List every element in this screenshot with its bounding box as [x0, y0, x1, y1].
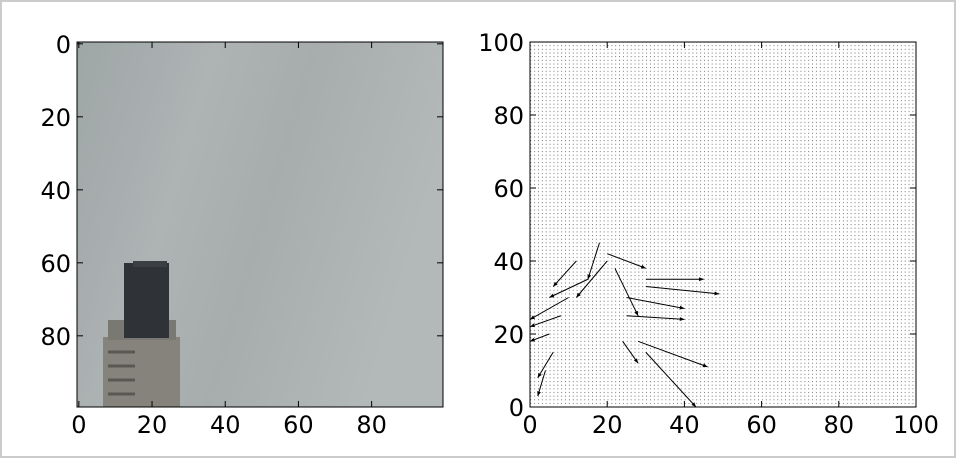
x-tick-label: 100: [893, 411, 939, 439]
arrow-head: [633, 358, 639, 364]
arrow: [614, 268, 639, 316]
arrow: [537, 351, 554, 379]
y-tick-label: 40: [40, 177, 71, 205]
arrow-shaft: [549, 278, 589, 298]
quiver-grid: [530, 42, 916, 407]
x-tick-label: 80: [356, 411, 387, 439]
arrow: [626, 315, 685, 322]
y-tick-label: 100: [478, 29, 524, 57]
y-tick-label: 60: [40, 250, 71, 278]
arrow-head: [553, 281, 558, 287]
y-tick-label: 0: [509, 394, 524, 422]
arrow-head: [530, 323, 535, 327]
x-tick-label: 20: [137, 411, 168, 439]
arrow-head: [702, 363, 708, 368]
arrow-shaft: [607, 253, 646, 269]
x-tick-label: 40: [669, 411, 700, 439]
arrow: [626, 297, 685, 310]
axes-frame: [76, 41, 444, 408]
arrow-head: [691, 402, 696, 407]
arrow-head: [549, 293, 555, 298]
arrow-head: [576, 292, 581, 298]
axes-frame: [529, 41, 917, 408]
x-tick-label: 0: [71, 411, 86, 439]
arrow-head: [530, 315, 535, 320]
x-tick-label: 60: [283, 411, 314, 439]
arrow: [622, 341, 639, 364]
arrow-head: [714, 291, 720, 296]
arrow-shaft: [645, 351, 697, 408]
arrow-head: [587, 274, 592, 280]
arrow-shaft: [587, 242, 600, 280]
x-tick-label: 20: [592, 411, 623, 439]
arrow-shaft: [575, 260, 608, 298]
arrow-head: [640, 264, 646, 269]
arrow-shaft: [537, 351, 554, 379]
arrow-shaft: [529, 315, 562, 328]
arrow: [637, 340, 708, 368]
arrow-head: [679, 305, 685, 310]
arrow: [549, 278, 589, 298]
arrow-head: [634, 310, 639, 316]
arrow: [529, 315, 562, 328]
arrow: [645, 286, 720, 296]
arrow-head: [537, 391, 541, 397]
arrow: [537, 370, 546, 397]
arrow: [587, 242, 600, 280]
arrow-shaft: [637, 340, 708, 368]
y-tick-label: 60: [493, 175, 524, 203]
x-tick-label: 0: [522, 411, 537, 439]
arrow-head: [679, 317, 685, 322]
image: [77, 42, 443, 407]
arrow-shaft: [645, 286, 720, 295]
arrow-shaft: [626, 315, 685, 320]
x-tick-label: 80: [824, 411, 855, 439]
arrow-shaft: [626, 297, 685, 309]
y-tick-label: 40: [493, 248, 524, 276]
arrow: [607, 253, 646, 269]
y-tick-label: 0: [56, 31, 71, 59]
arrow-head: [530, 337, 535, 342]
arrow: [645, 277, 704, 282]
y-tick-label: 80: [40, 323, 71, 351]
arrow-head: [537, 372, 542, 378]
arrow: [529, 297, 569, 320]
y-tick-label: 20: [493, 321, 524, 349]
arrow: [575, 260, 608, 298]
arrow: [552, 260, 577, 287]
x-tick-label: 40: [210, 411, 241, 439]
y-tick-label: 80: [493, 102, 524, 130]
arrow-shaft: [614, 268, 639, 316]
arrow-head: [699, 277, 704, 282]
x-tick-label: 60: [746, 411, 777, 439]
arrow-shaft: [552, 260, 577, 287]
arrow-shaft: [529, 297, 569, 320]
y-tick-label: 20: [40, 104, 71, 132]
arrow: [529, 333, 550, 342]
arrow: [645, 351, 697, 408]
